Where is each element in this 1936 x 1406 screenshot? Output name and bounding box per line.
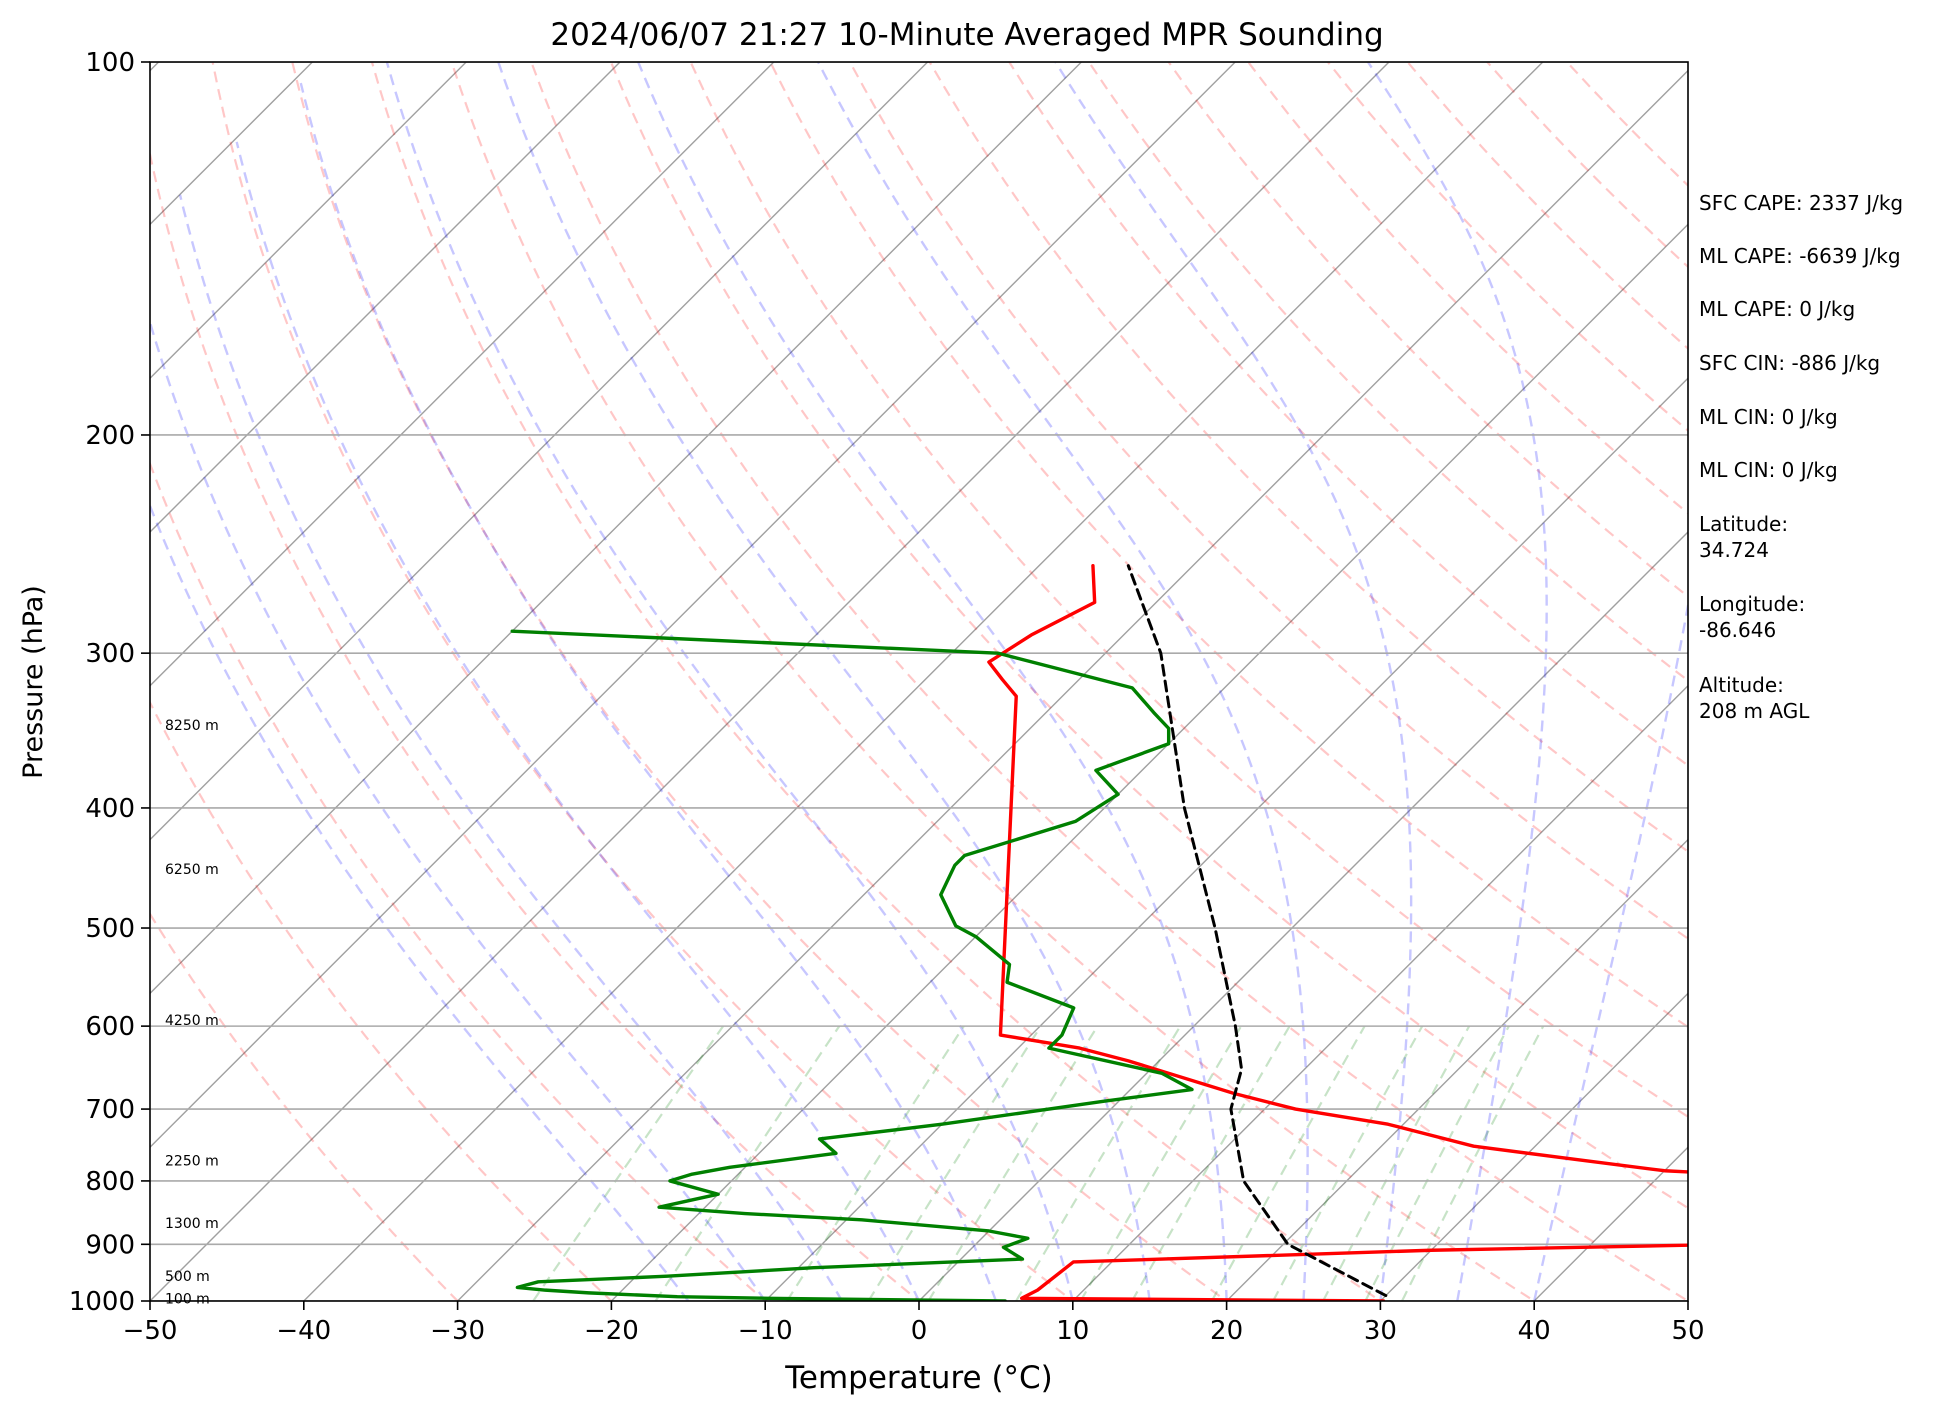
mixing-ratio-line [1079, 1025, 1243, 1301]
x-tick-label: 0 [911, 1316, 928, 1346]
y-tick-label: 400 [85, 794, 135, 824]
x-tick-label: −50 [123, 1316, 178, 1346]
height-label: 100 m [165, 1291, 210, 1307]
height-labels: 8250 m 6250 m 4250 m 2250 m 1300 m 500 m 100 m [165, 718, 219, 1307]
y-tick-label: 500 [85, 914, 135, 944]
height-label: 1300 m [165, 1216, 219, 1232]
annotation-text: ML CAPE: -6639 J/kg [1699, 244, 1901, 268]
moist-adiabat [817, 62, 1309, 1301]
x-tick-label: 40 [1518, 1316, 1551, 1346]
y-axis: 100 200 300 400 500 600 700 800 900 1000 [69, 48, 150, 1317]
chart-title: 2024/06/07 21:27 10-Minute Averaged MPR … [550, 17, 1383, 53]
isotherm [150, 62, 621, 533]
x-tick-label: 50 [1671, 1316, 1704, 1346]
isotherm [302, 62, 1544, 1301]
annotation-text: Latitude: 34.724 [1699, 512, 1788, 562]
x-axis: −50 −40 −30 −20 −10 0 10 20 30 40 50 [123, 1301, 1705, 1346]
annotation-text: Longitude: -86.646 [1699, 592, 1805, 642]
isotherm [150, 62, 1390, 1301]
dry-adiabat [530, 62, 1688, 1301]
isotherm [610, 223, 1688, 1301]
x-tick-label: 10 [1056, 1316, 1089, 1346]
annotation-text: ML CIN: 0 J/kg [1699, 458, 1838, 482]
y-axis-label: Pressure (hPa) [18, 585, 49, 779]
height-label: 4250 m [165, 1013, 219, 1029]
moist-adiabat [497, 62, 1151, 1301]
dry-adiabat [1167, 62, 1688, 598]
isotherm [150, 62, 1083, 995]
annotation-text: ML CAPE: 0 J/kg [1699, 297, 1855, 321]
dewpoint-line [510, 629, 1194, 1301]
height-label: 2250 m [165, 1153, 219, 1169]
mixing-ratio-line [927, 1025, 1099, 1301]
dry-adiabat [609, 62, 1688, 1210]
y-tick-label: 700 [85, 1095, 135, 1125]
annotation-text: ML CIN: 0 J/kg [1699, 405, 1838, 429]
isotherm [150, 62, 929, 841]
dry-adiabat [769, 62, 1688, 1029]
y-tick-label: 1000 [69, 1287, 135, 1317]
moist-adiabat [235, 141, 921, 1301]
height-label: 500 m [165, 1269, 210, 1285]
sounding-annotations: SFC CAPE: 2337 J/kg ML CAPE: -6639 J/kg ML… [1699, 191, 1903, 723]
dry-adiabat [211, 62, 1075, 1301]
x-axis-label: Temperature (°C) [784, 1360, 1053, 1396]
dry-adiabat [150, 700, 614, 1301]
moist-adiabat [150, 502, 690, 1301]
dry-adiabat [150, 460, 767, 1301]
dry-adiabat [928, 62, 1688, 853]
moist-adiabat [150, 318, 767, 1301]
y-tick-label: 600 [85, 1012, 135, 1042]
x-tick-label: −20 [584, 1316, 639, 1346]
annotation-text: SFC CIN: -886 J/kg [1699, 351, 1880, 375]
y-tick-label: 300 [85, 639, 135, 669]
mixing-ratio-line [1015, 1025, 1182, 1301]
plot-area: 8250 m 6250 m 4250 m 2250 m 1300 m 500 m 100 m [149, 61, 1689, 1307]
y-tick-label: 100 [85, 48, 135, 78]
x-tick-label: −40 [276, 1316, 331, 1346]
dry-adiabat [150, 149, 921, 1301]
moist-adiabat [385, 62, 1074, 1301]
annotation-text: Altitude: 208 m AGL [1699, 673, 1810, 723]
isotherm [1071, 684, 1688, 1301]
height-label: 8250 m [165, 718, 219, 734]
moist-adiabat [1366, 62, 1548, 1301]
temperature-line [987, 564, 1688, 1301]
background-lines [150, 62, 1688, 1301]
x-tick-label: −30 [430, 1316, 485, 1346]
moist-adiabat [637, 62, 1228, 1301]
moist-adiabat [1533, 598, 1688, 1301]
dry-adiabat [291, 62, 1229, 1301]
y-tick-label: 800 [85, 1167, 135, 1197]
mixing-ratio-line [786, 1025, 965, 1301]
dry-adiabat [1087, 62, 1688, 682]
parcel-profile-line [1126, 564, 1388, 1298]
x-tick-label: −10 [738, 1316, 793, 1346]
pressure-gridlines [150, 62, 1688, 1301]
isotherm [150, 62, 775, 687]
height-label: 6250 m [165, 862, 219, 878]
isotherm [1225, 838, 1688, 1301]
x-tick-label: 30 [1364, 1316, 1397, 1346]
isotherm [764, 377, 1688, 1301]
mixing-ratio-line [1131, 1025, 1291, 1301]
y-tick-label: 900 [85, 1230, 135, 1260]
isotherm [456, 69, 1688, 1301]
isotherm [150, 62, 1237, 1149]
annotation-text: SFC CAPE: 2337 J/kg [1699, 191, 1903, 215]
dry-adiabat [450, 62, 1537, 1301]
x-tick-label: 20 [1210, 1316, 1243, 1346]
isotherm [1379, 992, 1688, 1301]
dry-adiabat [689, 62, 1688, 1119]
moist-adiabat [299, 82, 998, 1301]
dry-adiabat [370, 62, 1383, 1301]
isotherm [918, 531, 1688, 1301]
sounding-series [510, 564, 1688, 1301]
isotherm [150, 62, 468, 380]
y-tick-label: 200 [85, 421, 135, 451]
